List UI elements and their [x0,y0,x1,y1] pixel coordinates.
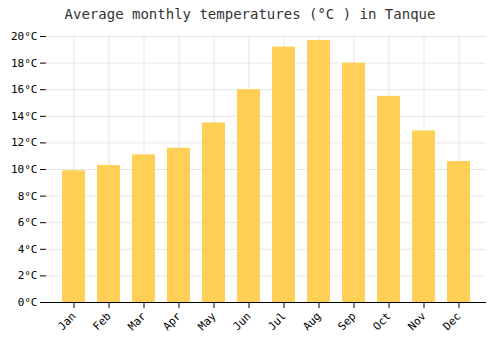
svg-text:16°C: 16°C [11,83,38,96]
svg-text:Dec: Dec [440,310,463,333]
svg-text:10°C: 10°C [11,163,38,176]
svg-text:Jan: Jan [55,310,78,333]
svg-text:6°C: 6°C [18,216,38,229]
svg-text:14°C: 14°C [11,110,38,123]
svg-text:Mar: Mar [125,309,149,333]
svg-text:Jul: Jul [265,310,288,333]
svg-text:Feb: Feb [90,310,113,333]
html-text:Average monthly temperatures (: Average monthly temperatures (°C ) in Ta… [64,6,436,22]
svg-text:8°C: 8°C [18,190,38,203]
svg-text:Sep: Sep [335,310,358,333]
svg-text:2°C: 2°C [18,269,38,282]
svg-text:Nov: Nov [405,309,429,333]
svg-text:12°C: 12°C [11,136,38,149]
svg-text:18°C: 18°C [11,57,38,70]
svg-text:4°C: 4°C [18,243,38,256]
svg-text:Apr: Apr [160,309,184,333]
svg-text:0°C: 0°C [18,296,38,309]
svg-text:Aug: Aug [300,310,323,333]
svg-text:May: May [195,309,219,333]
svg-text:20°C: 20°C [11,30,38,43]
svg-text:Jun: Jun [230,310,253,333]
svg-text:Oct: Oct [370,310,393,333]
